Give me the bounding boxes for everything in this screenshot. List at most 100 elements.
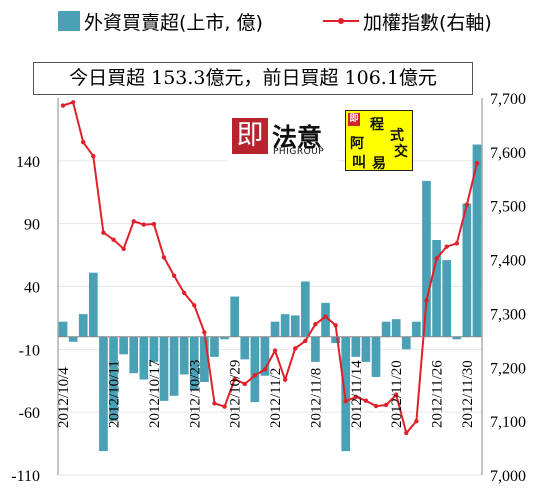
left-tick-label: -60	[19, 405, 40, 422]
line-point	[393, 392, 399, 397]
legend-bar-entry: 外資買賣超(上市, 億)	[58, 8, 263, 34]
bar	[300, 281, 310, 337]
bar	[99, 336, 108, 452]
bar	[432, 240, 441, 337]
line-point	[212, 401, 217, 406]
line-point	[434, 256, 439, 261]
bar	[129, 336, 139, 374]
right-tick-label: 7,700	[490, 91, 526, 108]
line-point	[60, 103, 66, 108]
line-point	[373, 403, 379, 409]
bar	[442, 260, 452, 337]
bar	[189, 336, 199, 390]
line-point	[333, 323, 338, 328]
bar	[169, 336, 179, 396]
left-tick-label: 40	[24, 280, 40, 297]
line-point	[192, 303, 197, 308]
left-tick-label: -110	[11, 468, 40, 485]
line-point	[454, 241, 459, 246]
line-point	[81, 139, 86, 145]
right-axis-ticks: 7,700 7,600 7,500 7,400 7,300 7,200 7,100 7,000	[490, 91, 526, 485]
bar	[351, 336, 361, 357]
bar	[391, 319, 401, 337]
x-tick-label: 2012/10/29	[228, 360, 244, 428]
bar	[149, 336, 159, 362]
right-tick-label: 7,000	[490, 468, 526, 485]
line-point	[151, 221, 157, 227]
phigroup-logo-sub: PHIGROUP	[273, 147, 325, 157]
bar	[381, 321, 391, 337]
line-series	[60, 100, 480, 436]
line-point	[464, 202, 470, 207]
trade-logo-corner: 即	[348, 113, 360, 126]
x-axis-ticks: 2012/10/4 2012/10/11 2012/10/17 2012/10/23 2…	[56, 359, 476, 428]
right-tick-label: 7,400	[490, 253, 526, 270]
bar	[311, 336, 320, 362]
line-point	[272, 348, 278, 353]
line-point	[111, 237, 116, 242]
line-point	[131, 219, 136, 224]
bar	[412, 321, 421, 337]
bar	[462, 203, 472, 337]
bar	[250, 336, 260, 403]
bar	[361, 336, 371, 362]
x-tick-label: 2012/10/23	[187, 360, 203, 428]
bar	[200, 336, 209, 383]
line-point	[121, 246, 126, 251]
bar	[159, 336, 169, 401]
right-tick-label: 7,500	[490, 199, 526, 216]
bar	[58, 321, 68, 337]
line-point	[313, 322, 318, 327]
index-line	[62, 101, 478, 436]
legend-bar-swatch	[58, 11, 80, 31]
line-point	[404, 430, 409, 436]
legend-line-swatch	[323, 11, 359, 31]
line-point	[161, 255, 167, 260]
x-tick-label: 2012/11/14	[349, 360, 365, 428]
phigroup-seal-icon: 即	[232, 118, 268, 154]
phigroup-logo: 即 法意 PHIGROUP	[228, 110, 337, 163]
bar	[401, 336, 411, 350]
bar	[452, 336, 462, 340]
bar	[331, 336, 340, 344]
bar	[220, 336, 229, 340]
bar	[119, 336, 128, 355]
legend-line-entry: 加權指數(右軸)	[323, 8, 492, 34]
line-point	[323, 314, 328, 319]
left-tick-label: 140	[16, 154, 40, 171]
trade-logo-char: 阿	[350, 136, 364, 152]
line-point	[171, 273, 177, 278]
trade-logo-char: 式	[390, 128, 404, 144]
line-point	[232, 376, 237, 382]
bar	[290, 315, 300, 337]
line-point	[293, 346, 298, 351]
bar	[179, 336, 189, 375]
x-tick-label: 2012/10/11	[107, 360, 123, 428]
left-tick-label: -10	[19, 342, 40, 359]
bar	[371, 336, 381, 377]
line-point	[70, 100, 76, 105]
x-tick-label: 2012/11/20	[389, 360, 405, 428]
right-tick-label: 7,200	[490, 360, 526, 377]
line-point	[222, 404, 227, 409]
x-tick-label: 2012/11/30	[460, 360, 476, 428]
line-point	[242, 381, 247, 387]
bar	[109, 336, 118, 421]
x-tick-label: 2012/11/2	[268, 368, 284, 428]
line-point	[202, 330, 207, 335]
line-point	[282, 377, 288, 382]
line-point	[262, 367, 268, 372]
bar	[230, 296, 240, 337]
trade-logo-char: 易	[372, 156, 386, 172]
line-point	[343, 399, 348, 404]
summary-box: 今日買超 153.3億元，前日買超 106.1億元	[33, 62, 473, 95]
bar	[321, 302, 330, 337]
bar	[280, 314, 290, 337]
bar	[422, 180, 431, 337]
line-point	[424, 298, 429, 303]
x-tick-label: 2012/11/8	[308, 368, 324, 428]
line-point	[383, 402, 389, 408]
phigroup-seal-glyph: 即	[236, 120, 264, 151]
program-trade-logo: 即 程 式 阿 交 叫 易	[345, 110, 413, 172]
